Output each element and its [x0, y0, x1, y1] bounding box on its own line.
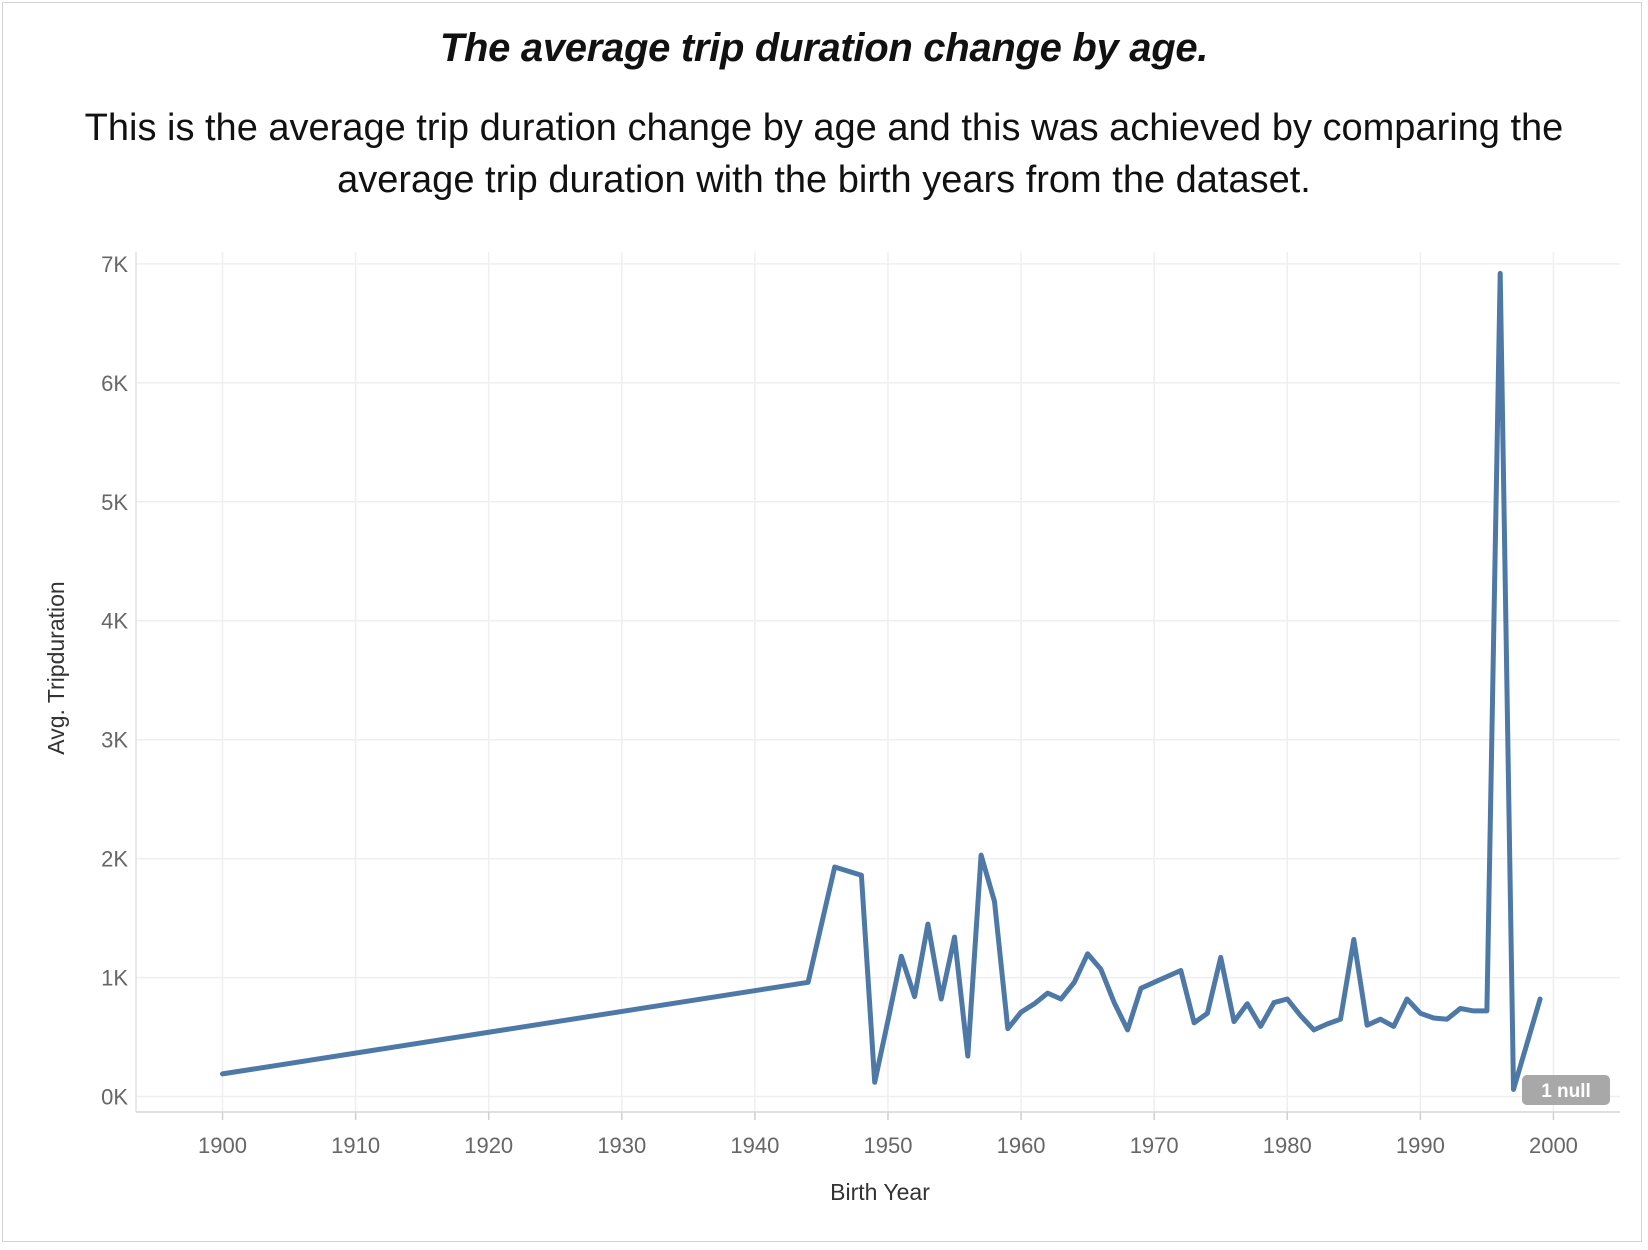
data-point[interactable]: [1374, 1013, 1386, 1025]
y-tick-label: 1K: [101, 966, 128, 991]
x-tick-label: 1920: [464, 1133, 513, 1158]
data-point[interactable]: [1188, 1017, 1200, 1029]
data-point[interactable]: [922, 918, 934, 930]
x-tick-label: 1980: [1263, 1133, 1312, 1158]
x-tick-label: 1960: [997, 1133, 1046, 1158]
data-point[interactable]: [1468, 1005, 1480, 1017]
data-point[interactable]: [1068, 976, 1080, 988]
data-point[interactable]: [1122, 1024, 1134, 1036]
data-point[interactable]: [1414, 1007, 1426, 1019]
series-layer: [217, 267, 1546, 1095]
y-tick-label: 7K: [101, 252, 128, 277]
data-point[interactable]: [1055, 993, 1067, 1005]
x-tick-label: 1930: [597, 1133, 646, 1158]
y-tick-label: 5K: [101, 490, 128, 515]
data-point[interactable]: [949, 931, 961, 943]
data-point[interactable]: [829, 861, 841, 873]
data-point[interactable]: [935, 993, 947, 1005]
data-point[interactable]: [1148, 976, 1160, 988]
data-point[interactable]: [1388, 1020, 1400, 1032]
data-point[interactable]: [1201, 1007, 1213, 1019]
axes: [135, 252, 1620, 1120]
data-point[interactable]: [1295, 1010, 1307, 1022]
data-point[interactable]: [1015, 1006, 1027, 1018]
data-point[interactable]: [1161, 970, 1173, 982]
data-point[interactable]: [1268, 997, 1280, 1009]
null-badge-bg[interactable]: [1522, 1075, 1610, 1105]
data-point[interactable]: [1135, 982, 1147, 994]
x-tick-label: 1970: [1130, 1133, 1179, 1158]
data-point[interactable]: [1361, 1019, 1373, 1031]
x-tick-label: 1900: [198, 1133, 247, 1158]
data-point[interactable]: [1028, 998, 1040, 1010]
chart-title: The average trip duration change by age.: [439, 26, 1209, 70]
null-indicator[interactable]: 1 null: [1522, 1075, 1610, 1105]
data-point[interactable]: [855, 869, 867, 881]
data-point[interactable]: [882, 1014, 894, 1026]
x-tick-label: 1940: [730, 1133, 779, 1158]
data-point[interactable]: [1002, 1023, 1014, 1035]
y-tick-label: 4K: [101, 609, 128, 634]
data-point[interactable]: [988, 895, 1000, 907]
data-point[interactable]: [1441, 1013, 1453, 1025]
data-point[interactable]: [1494, 267, 1506, 279]
data-point[interactable]: [1095, 963, 1107, 975]
data-point[interactable]: [1508, 1083, 1520, 1095]
data-point[interactable]: [1042, 987, 1054, 999]
data-point[interactable]: [1281, 993, 1293, 1005]
data-point[interactable]: [1428, 1012, 1440, 1024]
data-point[interactable]: [802, 976, 814, 988]
y-tick-label: 2K: [101, 847, 128, 872]
data-point[interactable]: [1241, 998, 1253, 1010]
data-point[interactable]: [895, 950, 907, 962]
series-line[interactable]: [220, 270, 1543, 1092]
data-point[interactable]: [1215, 951, 1227, 963]
data-point[interactable]: [217, 1068, 229, 1080]
gridlines: [136, 252, 1620, 1112]
x-tick-label: 1910: [331, 1133, 380, 1158]
data-point[interactable]: [1454, 1003, 1466, 1015]
data-point[interactable]: [909, 991, 921, 1003]
data-point[interactable]: [1401, 993, 1413, 1005]
data-point[interactable]: [1255, 1020, 1267, 1032]
data-point[interactable]: [975, 849, 987, 861]
data-point[interactable]: [1335, 1013, 1347, 1025]
data-point[interactable]: [1082, 948, 1094, 960]
y-tick-label: 0K: [101, 1085, 128, 1110]
data-point[interactable]: [1348, 934, 1360, 946]
x-tick-label: 1990: [1396, 1133, 1445, 1158]
null-badge-text: 1 null: [1541, 1081, 1591, 1102]
axis-labels: 1900 1910 1920 1930 1940 1950 1960 1970 1980 1990…: [43, 252, 1578, 1205]
data-point[interactable]: [1228, 1016, 1240, 1028]
data-point[interactable]: [1534, 993, 1546, 1005]
x-tick-label: 2000: [1529, 1133, 1578, 1158]
data-point[interactable]: [869, 1076, 881, 1088]
data-point[interactable]: [1308, 1024, 1320, 1036]
data-point[interactable]: [1321, 1018, 1333, 1030]
y-axis-title: Avg. Tripduration: [43, 581, 69, 754]
data-point[interactable]: [962, 1050, 974, 1062]
y-tick-label: 3K: [101, 728, 128, 753]
data-point[interactable]: [1175, 964, 1187, 976]
data-point[interactable]: [1108, 997, 1120, 1009]
x-axis-title: Birth Year: [830, 1179, 930, 1205]
data-point[interactable]: [1481, 1005, 1493, 1017]
x-tick-label: 1950: [864, 1133, 913, 1158]
y-tick-label: 6K: [101, 371, 128, 396]
chart-subtitle: This is the average trip duration change…: [84, 107, 1564, 201]
